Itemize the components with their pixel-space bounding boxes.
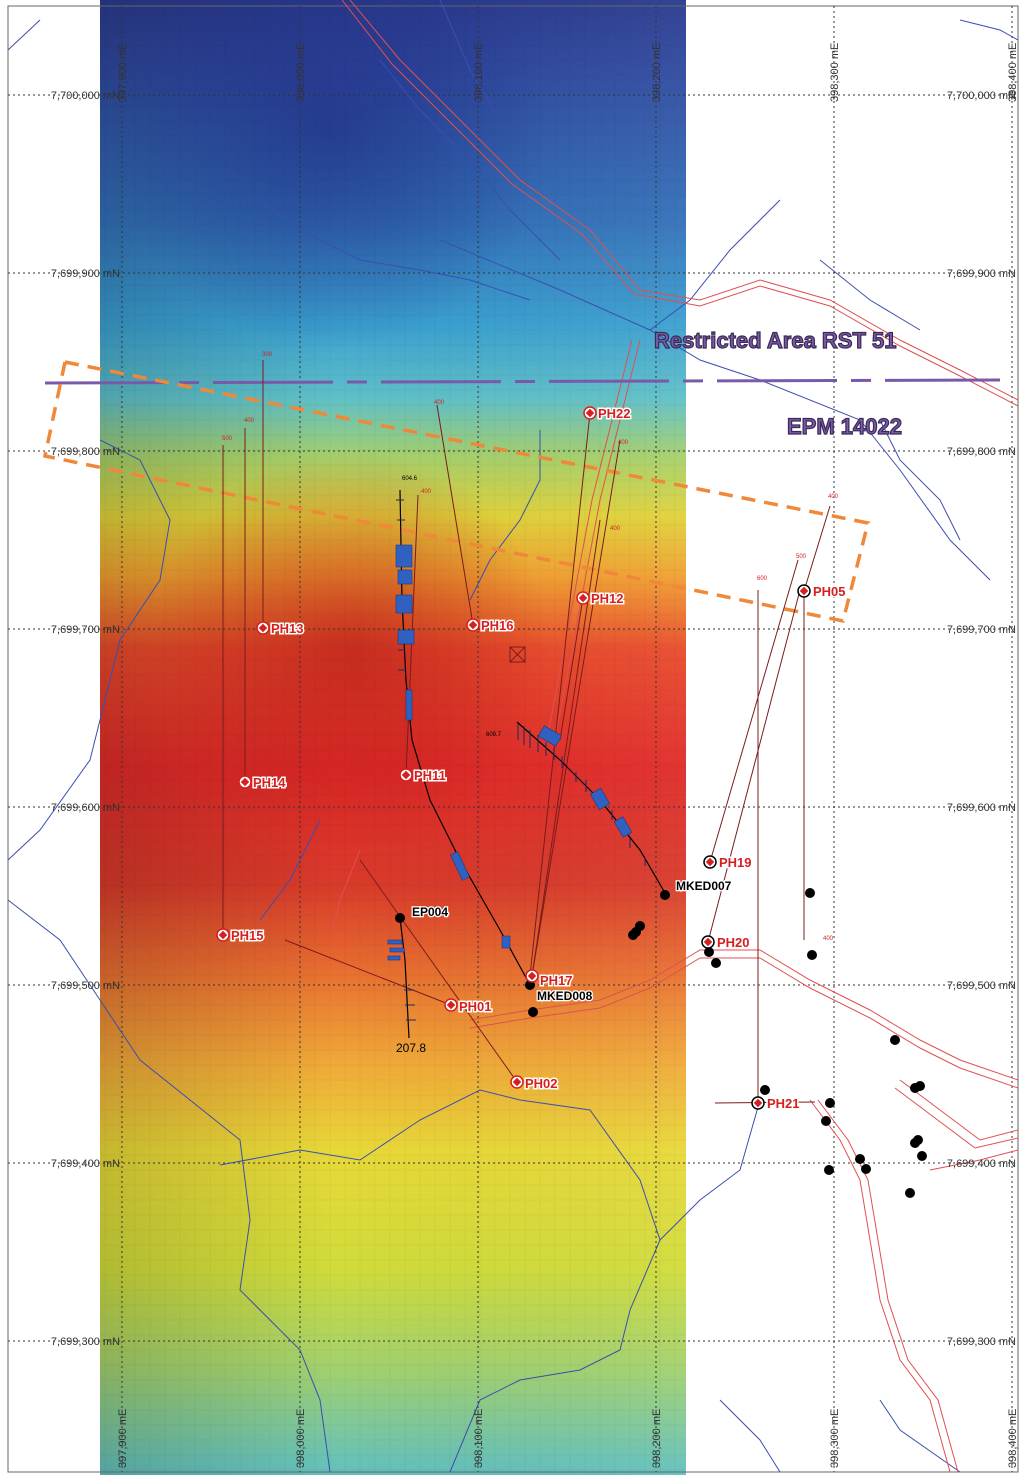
trace-depth-label: 500 <box>796 554 807 560</box>
ph20-label: PH20 <box>717 935 750 950</box>
trace-depth-label: 400 <box>421 489 432 495</box>
mked008-label: MKED008 <box>537 989 593 1003</box>
ph01-marker[interactable] <box>444 998 458 1012</box>
ep004-collar[interactable] <box>395 913 405 923</box>
easting-label: 398,200 mE <box>651 1409 663 1468</box>
roads <box>329 0 1019 1473</box>
planned-hole-labels: PH22 PH12 PH05 PH13 PH16 PH14 PH11 PH19 … <box>230 405 848 1113</box>
ph14-label: PH14 <box>253 775 286 790</box>
epm-label: EPM 14022 <box>787 414 902 439</box>
trace-depth-label: 400 <box>434 400 445 406</box>
easting-label: 398,400 mE <box>1007 1409 1019 1468</box>
northing-label: 7,700,000 mN <box>51 90 120 102</box>
ph12-marker[interactable] <box>576 591 590 605</box>
ph20-marker[interactable] <box>701 935 715 949</box>
existing-hole-labels: EP004 MKED007 MKED008 207.8 604.6 609.7 <box>396 476 733 1055</box>
intercept-bars <box>387 544 633 961</box>
northing-label: 7,699,900 mN <box>947 268 1016 280</box>
mked007-top-depth: 609.7 <box>486 732 502 738</box>
ph22-label: PH22 <box>598 406 631 421</box>
northing-labels-left: 7,700,000 mN 7,699,900 mN 7,699,800 mN 7… <box>51 90 120 1348</box>
northing-label: 7,699,300 mN <box>947 1336 1016 1348</box>
drainage-lines <box>7 0 1019 1473</box>
northing-label: 7,699,700 mN <box>947 624 1016 636</box>
ph02-marker[interactable] <box>510 1075 524 1089</box>
crossed-box-marker <box>509 646 526 663</box>
easting-label: 397,900 mE <box>117 43 129 102</box>
easting-label: 398,100 mE <box>473 1409 485 1468</box>
ph15-label: PH15 <box>231 928 264 943</box>
northing-label: 7,699,800 mN <box>51 446 120 458</box>
ph17-marker[interactable] <box>525 969 539 983</box>
ph13-marker[interactable] <box>256 621 270 635</box>
ph15-marker[interactable] <box>216 928 230 942</box>
ph19-marker[interactable] <box>703 855 717 869</box>
ph16-marker[interactable] <box>466 618 480 632</box>
trace-depth-label: 400 <box>828 494 839 500</box>
trace-depth-label: 400 <box>610 526 621 532</box>
easting-label: 398,400 mE <box>1007 43 1019 102</box>
ph22-marker[interactable] <box>583 406 597 420</box>
historic-collars <box>528 888 927 1198</box>
trace-depth-label: 400 <box>244 418 255 424</box>
easting-labels-top: 397,900 mE 398,000 mE 398,100 mE 398,200… <box>117 43 1019 102</box>
ep004-end-depth: 207.8 <box>396 1041 426 1055</box>
trace-depth-label: 600 <box>757 576 768 582</box>
ph13-label: PH13 <box>271 621 304 636</box>
ph14-marker[interactable] <box>238 775 252 789</box>
ph16-label: PH16 <box>481 618 514 633</box>
easting-label: 397,900 mE <box>117 1409 129 1468</box>
trace-depth-label: 400 <box>823 936 834 942</box>
northing-label: 7,699,700 mN <box>51 624 120 636</box>
trace-depth-labels: 300 400 500 400 400 400 400 500 600 400 … <box>222 352 839 942</box>
ph02-label: PH02 <box>525 1076 558 1091</box>
northing-label: 7,699,600 mN <box>51 802 120 814</box>
coordinate-grid <box>8 6 1018 1472</box>
map-frame <box>7 5 1019 1473</box>
northing-label: 7,699,900 mN <box>51 268 120 280</box>
easting-labels-bottom: 397,900 mE 398,000 mE 398,100 mE 398,200… <box>117 1409 1019 1468</box>
northing-label: 7,699,400 mN <box>947 1158 1016 1170</box>
easting-label: 398,300 mE <box>829 43 841 102</box>
planned-hole-markers <box>216 406 811 1110</box>
northing-label: 7,699,400 mN <box>51 1158 120 1170</box>
ph11-marker[interactable] <box>399 768 413 782</box>
ep004-top-depth: 604.6 <box>402 476 418 482</box>
trace-depth-label: 300 <box>262 352 273 358</box>
northing-label: 7,700,000 mN <box>947 90 1016 102</box>
northing-label: 7,699,500 mN <box>51 980 120 992</box>
ph11-label: PH11 <box>414 768 446 783</box>
tenement-boundary <box>42 359 871 624</box>
trace-depth-label: 400 <box>618 440 629 446</box>
northing-label: 7,699,500 mN <box>947 980 1016 992</box>
ph17-label: PH17 <box>540 973 573 988</box>
ph21-marker[interactable] <box>751 1096 765 1110</box>
northing-label: 7,699,800 mN <box>947 446 1016 458</box>
northing-labels-right: 7,700,000 mN 7,699,900 mN 7,699,800 mN 7… <box>947 90 1016 1348</box>
ep004-label: EP004 <box>412 905 448 919</box>
ph05-label: PH05 <box>813 584 846 599</box>
downhole-ticks <box>396 499 646 1021</box>
ph19-label: PH19 <box>719 855 752 870</box>
mked007-label: MKED007 <box>676 879 732 893</box>
restricted-area-label: Restricted Area RST 51 <box>654 328 897 353</box>
easting-label: 398,000 mE <box>295 43 307 102</box>
northing-label: 7,699,300 mN <box>51 1336 120 1348</box>
ph12-label: PH12 <box>591 591 624 606</box>
ph01-label: PH01 <box>459 999 492 1014</box>
easting-label: 398,000 mE <box>295 1409 307 1468</box>
mked007-collar[interactable] <box>660 890 670 900</box>
trace-depth-label: 500 <box>222 436 233 442</box>
easting-label: 398,300 mE <box>829 1409 841 1468</box>
geophysics-raster <box>100 0 686 1475</box>
northing-label: 7,699,600 mN <box>947 802 1016 814</box>
ph05-marker[interactable] <box>797 584 811 598</box>
easting-label: 398,100 mE <box>473 43 485 102</box>
restricted-area-boundary <box>44 378 1001 385</box>
easting-label: 398,200 mE <box>651 43 663 102</box>
ph21-label: PH21 <box>767 1096 800 1111</box>
